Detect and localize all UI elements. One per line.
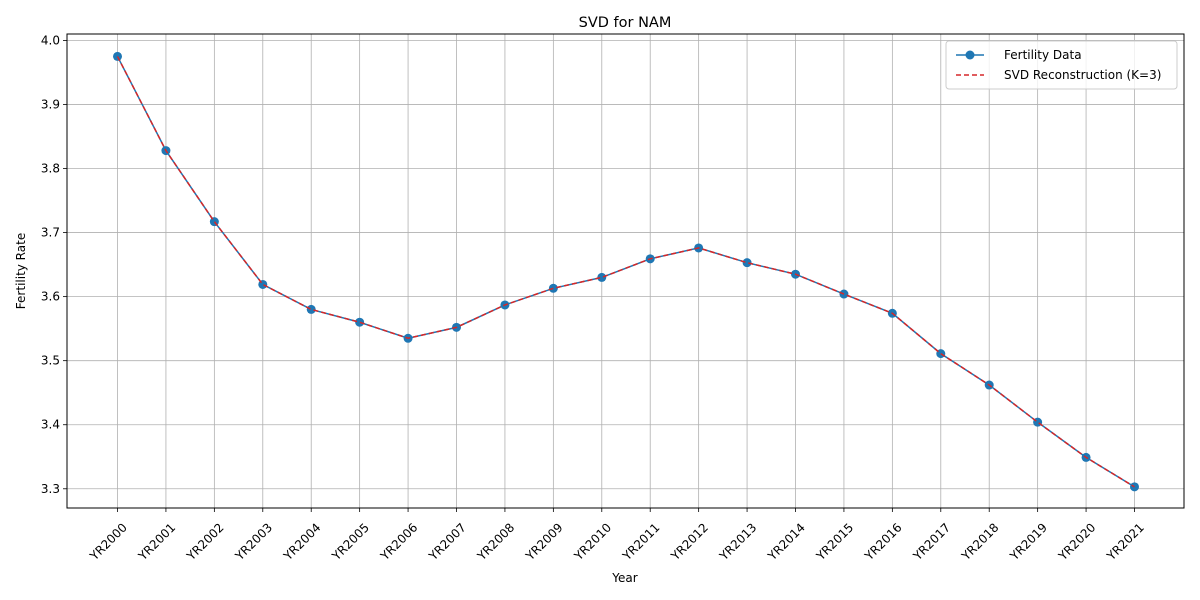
- x-axis-label: Year: [611, 571, 637, 585]
- data-point-fertility-data: [597, 272, 607, 282]
- y-tick-label: 3.7: [41, 226, 60, 240]
- legend-box: [945, 40, 1178, 90]
- grid: [67, 34, 1184, 508]
- y-tick-label: 3.9: [41, 97, 60, 111]
- chart-title: SVD for NAM: [579, 15, 672, 31]
- y-tick-label: 3.6: [41, 290, 60, 304]
- y-axis-ticks: 3.3 3.4 3.5 3.6 3.7 3.8 3.9 4.0: [41, 33, 67, 496]
- legend-marker-fertility-data: [965, 50, 975, 60]
- y-axis-label: Fertility Rate: [14, 233, 28, 309]
- y-tick-label: 3.5: [41, 354, 60, 368]
- y-tick-label: 3.3: [41, 482, 60, 496]
- legend-label-svd-reconstruction: SVD Reconstruction (K=3): [1004, 68, 1161, 82]
- series-layer: [113, 51, 1139, 492]
- data-point-fertility-data: [355, 317, 365, 327]
- data-point-fertility-data: [548, 283, 558, 293]
- data-point-fertility-data: [742, 258, 752, 268]
- y-tick-label: 3.4: [41, 418, 60, 432]
- y-tick-label: 3.8: [41, 162, 60, 176]
- plot-frame: [66, 33, 1185, 509]
- data-point-fertility-data: [306, 304, 316, 314]
- series-line-svd-reconstruction-k-3: [116, 56, 1135, 488]
- legend: Fertility Data SVD Reconstruction (K=3): [945, 40, 1178, 90]
- legend-label-fertility-data: Fertility Data: [1004, 48, 1082, 62]
- y-tick-label: 4.0: [41, 33, 60, 47]
